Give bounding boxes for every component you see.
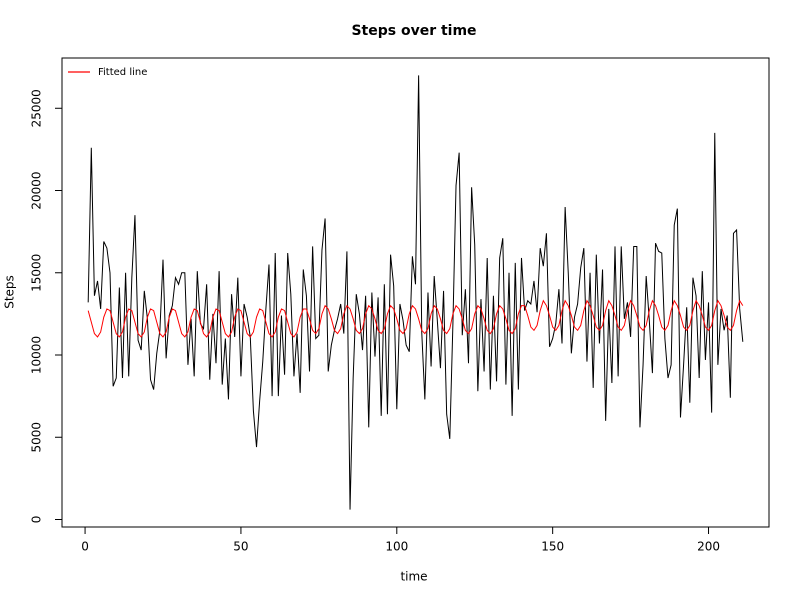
y-tick-label: 15000 <box>30 254 44 292</box>
plot-frame <box>61 57 770 528</box>
legend-text: Fitted line <box>98 67 147 78</box>
y-axis-label: Steps <box>3 275 17 309</box>
x-tick-label: 100 <box>385 540 408 554</box>
x-tick-label: 200 <box>697 540 720 554</box>
x-axis-label: time <box>400 570 427 584</box>
y-tick-label: 25000 <box>30 89 44 127</box>
y-tick-label: 20000 <box>30 171 44 209</box>
y-tick-label: 0 <box>30 516 44 524</box>
x-tick-label: 0 <box>81 540 89 554</box>
y-tick-label: 5000 <box>30 422 44 453</box>
x-tick-label: 50 <box>233 540 248 554</box>
series-line <box>87 75 744 510</box>
series-line <box>87 299 744 338</box>
y-tick-label: 10000 <box>30 336 44 374</box>
x-tick-label: 150 <box>541 540 564 554</box>
chart-title: Steps over time <box>351 23 476 39</box>
